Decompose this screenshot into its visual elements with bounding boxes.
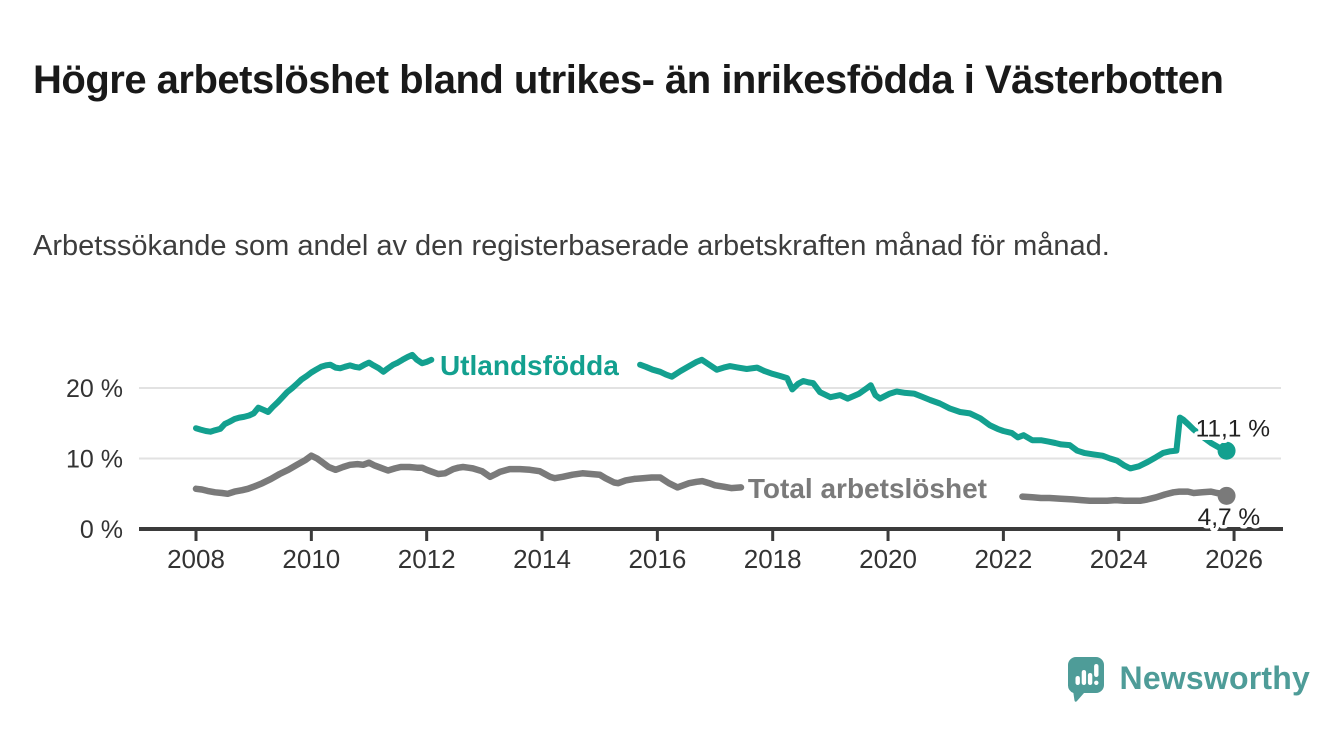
line-chart: 0 % 10 % 20 % 2008 2010 2012 2014 2016 2018 2020 2…	[0, 300, 1340, 620]
newsworthy-logo-text: Newsworthy	[1119, 660, 1310, 696]
logo-icon-shape	[1075, 676, 1080, 685]
x-axis-tick-label: 2024	[1090, 544, 1148, 574]
y-axis-tick-label: 10 %	[66, 446, 123, 474]
chart-canvas: 0 % 10 % 20 % 2008 2010 2012 2014 2016 2018 2020 2…	[66, 350, 1283, 574]
series-line-utlandsf-dda	[193, 351, 435, 435]
x-axis-tick-label: 2014	[513, 544, 571, 574]
series-line-utlandsf-dda	[637, 356, 1230, 472]
newsworthy-logo: Newsworthy	[1066, 655, 1310, 702]
x-axis-tick-label: 2020	[859, 544, 917, 574]
logo-icon-shape	[1087, 673, 1092, 685]
x-axis-tick-label: 2022	[974, 544, 1032, 574]
x-axis-tick-label: 2012	[398, 544, 456, 574]
x-axis-tick-label: 2026	[1205, 544, 1263, 574]
y-axis-tick-label: 20 %	[66, 375, 123, 403]
series-inline-label-utlandsf-dda: Utlandsfödda	[440, 350, 619, 381]
series-end-value-label-utlandsf-dda: 11,1 %	[1196, 416, 1270, 443]
end-label-leader-line	[1182, 421, 1197, 434]
series-inline-label-total-arbetsl-shet: Total arbetslöshet	[748, 473, 987, 504]
chart-subtitle: Arbetssökande som andel av den registerb…	[33, 230, 1110, 262]
logo-icon-shape	[1093, 680, 1099, 685]
y-axis-tick-label: 0 %	[80, 516, 123, 544]
x-axis-tick-label: 2016	[628, 544, 686, 574]
series-end-dot-utlandsf-dda	[1217, 441, 1236, 460]
bar-chart-speech-bubble-icon	[1066, 655, 1106, 702]
series-line-total-arbetsl-shet	[1019, 488, 1230, 505]
x-axis-tick-label: 2018	[744, 544, 802, 574]
logo-icon-shape	[1081, 670, 1086, 685]
x-axis-tick-label: 2008	[167, 544, 225, 574]
series-end-value-label-total-arbetsl-shet: 4,7 %	[1198, 504, 1261, 531]
page-title: Högre arbetslöshet bland utrikes- än inr…	[33, 57, 1224, 102]
series-line-total-arbetsl-shet	[192, 452, 745, 498]
logo-icon-shape	[1093, 664, 1099, 677]
x-axis-tick-label: 2010	[282, 544, 340, 574]
series-end-dot-total-arbetsl-shet	[1217, 486, 1236, 505]
